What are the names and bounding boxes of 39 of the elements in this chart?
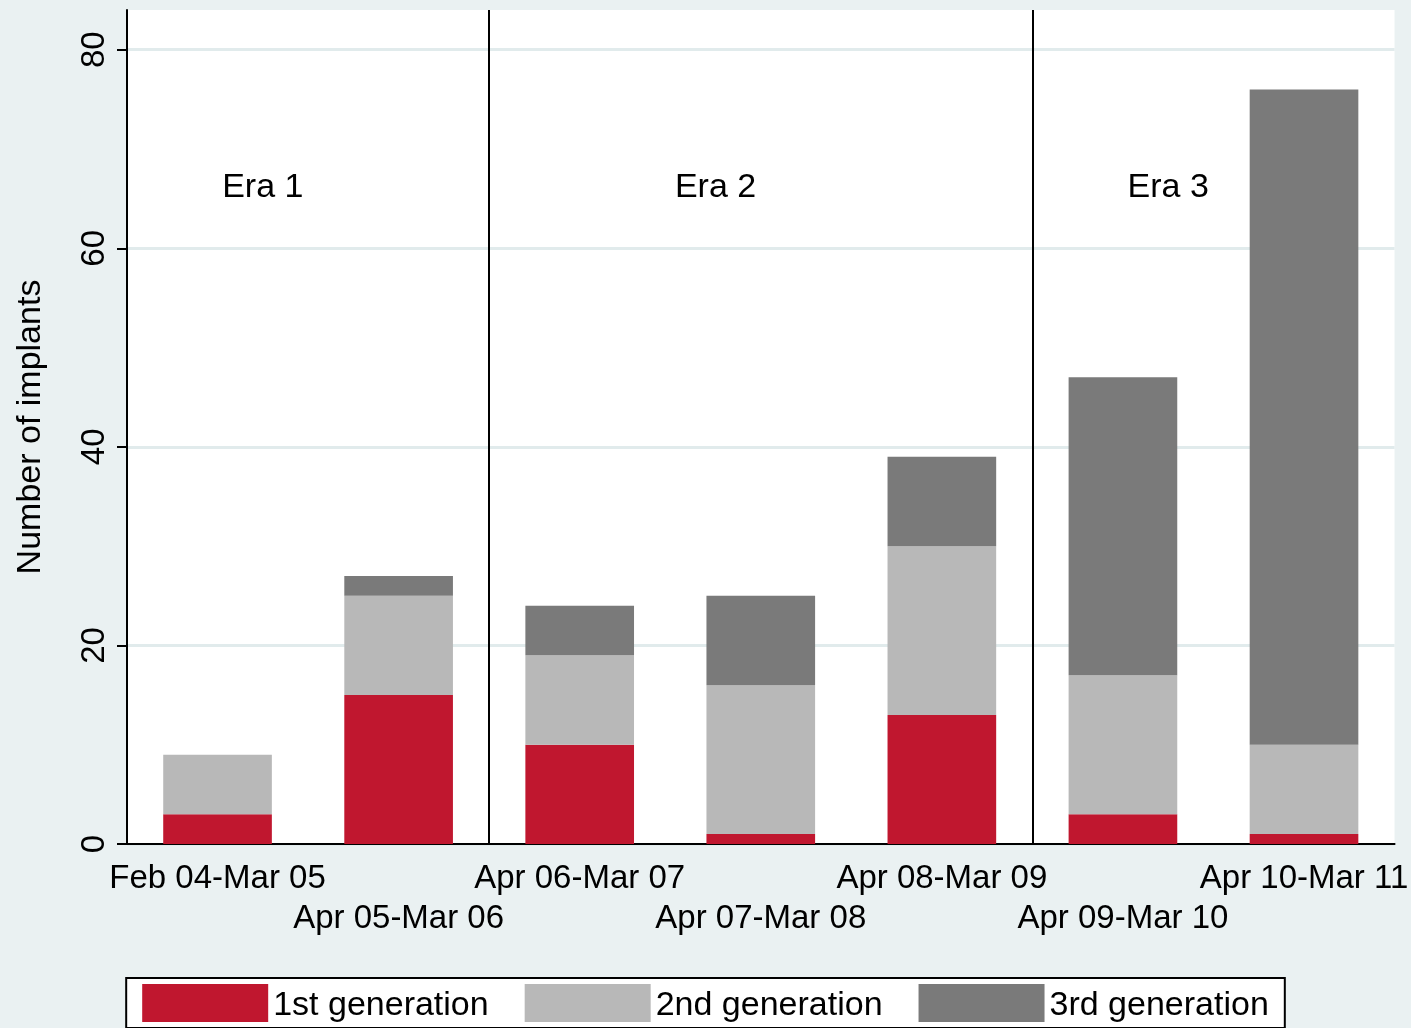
bar bbox=[344, 595, 453, 696]
bar bbox=[163, 814, 272, 844]
bar bbox=[706, 595, 816, 686]
x-tick-label: Apr 06-Mar 07 bbox=[474, 857, 686, 895]
bar bbox=[887, 546, 997, 715]
y-tick-label: 20 bbox=[74, 627, 111, 664]
x-tick-label: Apr 08-Mar 09 bbox=[836, 857, 1048, 895]
bar bbox=[1249, 834, 1359, 844]
annotation: Era 3 bbox=[1127, 166, 1209, 205]
bar bbox=[1068, 675, 1178, 815]
bar bbox=[887, 456, 997, 547]
bar bbox=[163, 754, 272, 815]
x-tick-label: Apr 05-Mar 06 bbox=[293, 897, 505, 935]
x-tick-label: Apr 07-Mar 08 bbox=[655, 897, 867, 935]
legend-label: 1st generation bbox=[273, 984, 489, 1022]
bar bbox=[706, 834, 816, 844]
bar bbox=[706, 685, 816, 835]
bar bbox=[525, 655, 635, 745]
y-tick-label: 40 bbox=[74, 428, 111, 466]
annotation: Era 1 bbox=[222, 166, 304, 205]
bar bbox=[1249, 744, 1359, 835]
bar bbox=[525, 605, 635, 656]
bar bbox=[525, 744, 635, 844]
y-tick-label: 80 bbox=[74, 31, 111, 69]
bar bbox=[344, 575, 453, 596]
annotation: Era 2 bbox=[674, 166, 757, 205]
bar bbox=[344, 695, 453, 844]
y-tick-label: 0 bbox=[74, 834, 111, 854]
x-tick-label: Apr 09-Mar 10 bbox=[1017, 897, 1229, 935]
y-axis-title: Number of implants bbox=[9, 279, 47, 575]
x-tick-label: Feb 04-Mar 05 bbox=[109, 857, 326, 895]
x-tick-label: Apr 10-Mar 11 bbox=[1199, 857, 1409, 895]
y-tick-label: 60 bbox=[74, 229, 111, 267]
bar bbox=[1068, 377, 1178, 676]
legend-label: 3rd generation bbox=[1049, 984, 1269, 1022]
bar bbox=[1068, 814, 1178, 844]
bar bbox=[1249, 89, 1359, 745]
legend-label: 2nd generation bbox=[655, 984, 883, 1022]
bar bbox=[887, 714, 997, 844]
